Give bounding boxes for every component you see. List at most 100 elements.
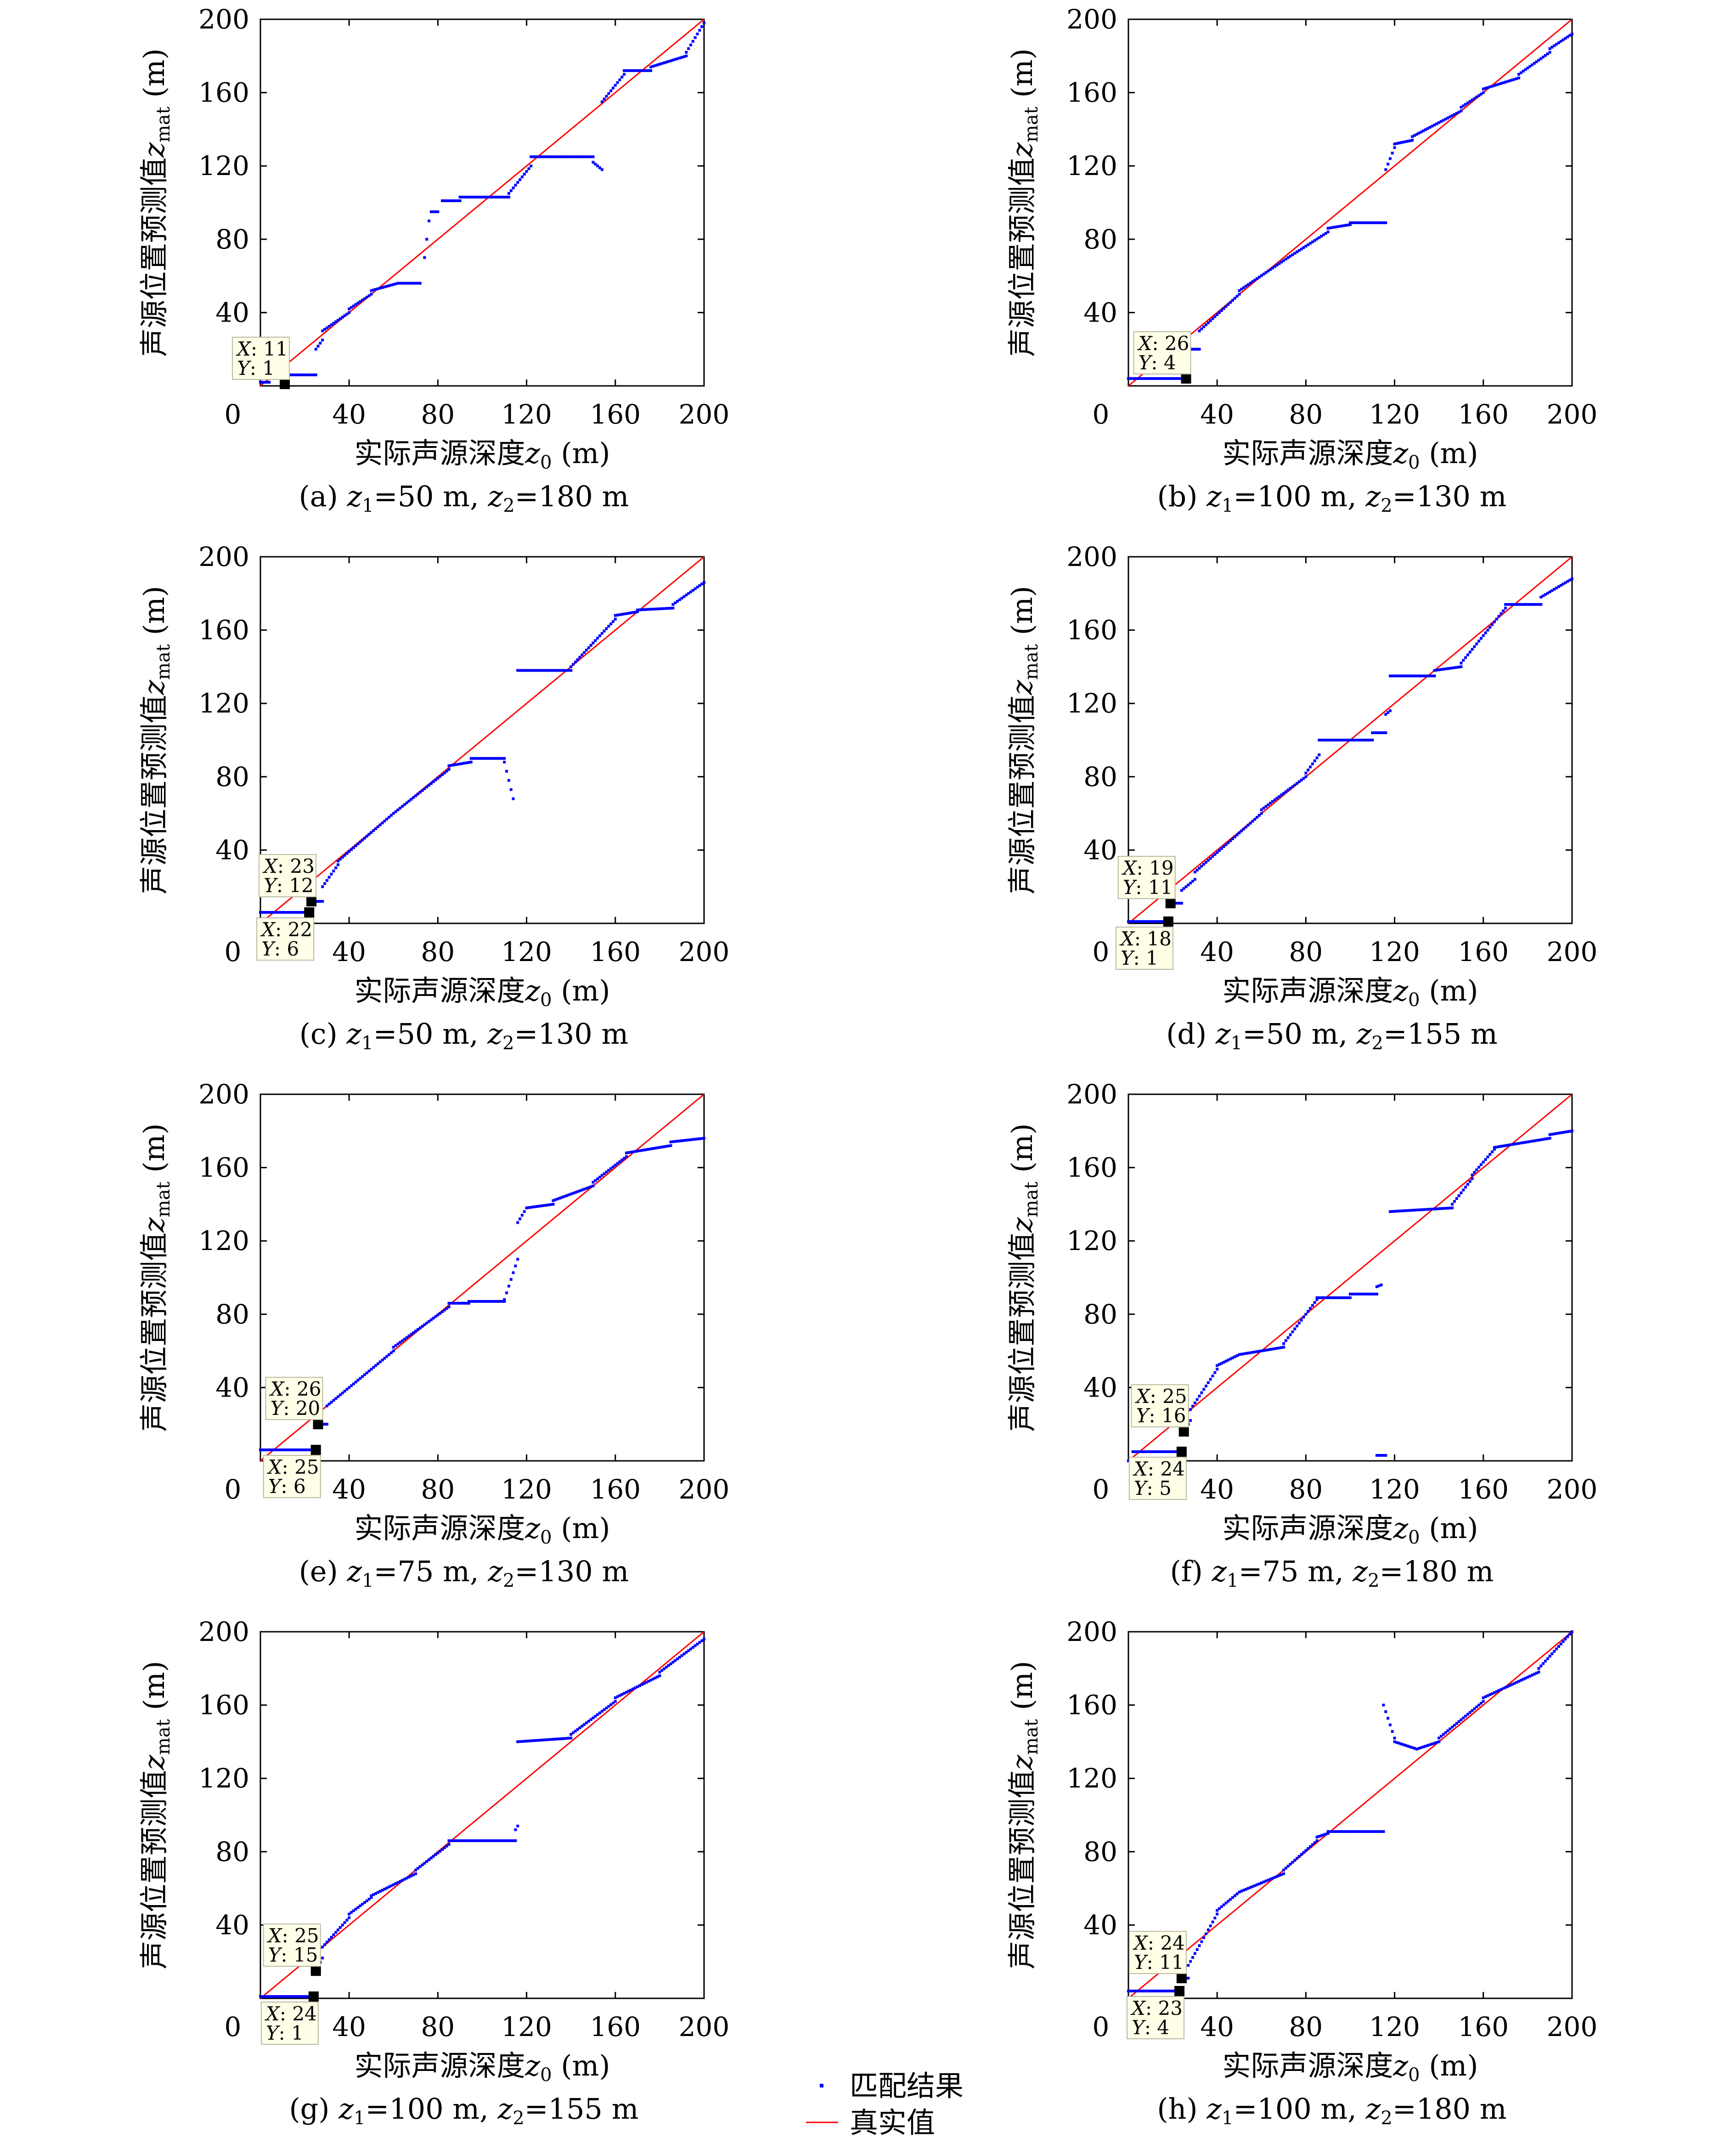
match-point [458, 1839, 462, 1842]
match-point [410, 798, 413, 801]
match-point [292, 911, 295, 914]
match-point [565, 669, 568, 672]
match-point [1364, 1292, 1367, 1295]
x-tick-label: 80 [421, 399, 455, 430]
match-point [636, 1149, 639, 1153]
match-point [361, 1375, 364, 1378]
match-point [1404, 674, 1407, 678]
datatip-x: X: 23 [262, 855, 315, 877]
match-point [450, 1839, 453, 1842]
match-point [1318, 236, 1321, 239]
match-point [496, 196, 499, 199]
match-point [337, 1929, 340, 1932]
match-point [292, 1448, 295, 1452]
match-point [565, 155, 568, 158]
match-point [270, 1448, 273, 1452]
match-point [492, 196, 495, 199]
match-point [1300, 1318, 1303, 1322]
match-point [1307, 1847, 1310, 1850]
match-point [605, 1171, 608, 1174]
match-point [337, 863, 340, 866]
match-point [1189, 1419, 1192, 1422]
match-point [487, 1839, 490, 1842]
match-point [1227, 303, 1230, 306]
match-point [654, 607, 657, 611]
match-point [1326, 1830, 1330, 1833]
match-point [676, 1140, 679, 1143]
match-point [1267, 1348, 1270, 1352]
datatip-x: X: 24 [265, 2002, 317, 2025]
match-point [560, 669, 564, 672]
match-point [1417, 131, 1420, 135]
match-point [1242, 286, 1246, 289]
match-point [1309, 765, 1312, 769]
match-point [680, 597, 683, 600]
match-point [703, 581, 705, 584]
match-point [1251, 820, 1254, 823]
y-tick-label: 120 [1066, 688, 1117, 719]
match-point [1455, 1722, 1458, 1725]
match-point [693, 587, 697, 590]
match-point [1313, 239, 1316, 242]
match-point [583, 1188, 586, 1191]
match-point [1351, 1292, 1354, 1295]
match-point [514, 1264, 517, 1267]
match-point [605, 1706, 608, 1709]
match-point [1162, 1990, 1166, 1993]
match-point [1347, 1296, 1350, 1299]
datatip-y: Y: 4 [1139, 351, 1176, 374]
match-point [343, 854, 346, 857]
match-point [323, 1423, 327, 1426]
match-point [1508, 603, 1511, 606]
match-point [1260, 812, 1263, 815]
datatip-x: X: 23 [1130, 1997, 1183, 2019]
match-point [649, 608, 653, 611]
match-point [1373, 221, 1376, 224]
match-point [509, 189, 513, 192]
match-point [1216, 1909, 1219, 1912]
match-point [605, 627, 608, 630]
match-point [1151, 920, 1155, 923]
match-point [1433, 669, 1436, 672]
match-point [1256, 1883, 1259, 1886]
match-point [1435, 122, 1438, 125]
match-point [1313, 759, 1316, 763]
match-point [1382, 1454, 1385, 1457]
match-point [1462, 1188, 1465, 1192]
match-point [1566, 1130, 1569, 1133]
match-point [1240, 1889, 1243, 1893]
match-point [1409, 1745, 1412, 1748]
match-point [1318, 739, 1321, 741]
match-point [301, 1995, 304, 1998]
match-point [487, 757, 490, 760]
match-point [1571, 1129, 1573, 1132]
match-point [696, 1642, 699, 1646]
match-point [589, 1185, 592, 1188]
match-point [1542, 1662, 1545, 1665]
match-point [1553, 1132, 1556, 1136]
match-point [330, 1401, 333, 1404]
match-point [658, 607, 661, 611]
match-point [1422, 674, 1425, 678]
x-tick-label: 80 [421, 936, 455, 967]
match-point [1495, 617, 1498, 621]
match-point [503, 757, 506, 760]
match-point [458, 762, 462, 765]
match-point [294, 373, 298, 377]
match-point [1200, 1391, 1203, 1394]
match-point [1391, 1730, 1394, 1733]
match-point [592, 641, 595, 645]
match-point [1435, 668, 1438, 672]
x-axis-label: 实际声源深度z0 (m) [354, 2049, 610, 2086]
datatip-box [265, 1377, 323, 1420]
match-point [1393, 1210, 1396, 1213]
datatip-y: Y: 11 [1134, 1951, 1184, 1974]
match-point [490, 757, 493, 760]
match-point [547, 155, 550, 158]
match-point [1333, 1296, 1336, 1299]
match-point [574, 661, 577, 664]
match-point [598, 634, 601, 637]
x-tick-label: 120 [1369, 399, 1420, 430]
match-point [1269, 1348, 1272, 1351]
